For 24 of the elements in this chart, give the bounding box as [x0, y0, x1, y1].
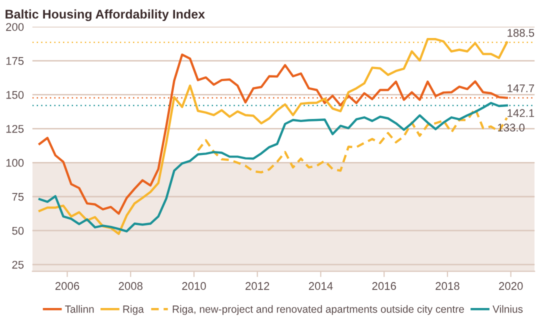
ref-line-label: 147.7: [508, 84, 534, 92]
y-tick-label: 75: [12, 193, 24, 201]
x-tick-label: 2008: [118, 282, 142, 290]
y-tick-label: 175: [6, 57, 24, 65]
chart-title: Baltic Housing Affordability Index: [6, 9, 205, 22]
x-tick-label: 2010: [182, 282, 206, 290]
x-tick-label: 2016: [372, 282, 396, 290]
x-tick-label: 2006: [55, 282, 80, 290]
legend-label: Vilnius: [492, 305, 523, 313]
legend-label: Riga: [123, 305, 144, 315]
y-tick-label: 100: [6, 158, 24, 167]
ref-line-label: 142.1: [508, 109, 534, 117]
x-tick-label: 2014: [308, 282, 333, 290]
legend-label: Riga, new-project and renovated apartments outside city centre: [172, 305, 464, 315]
x-tick-label: 2012: [246, 282, 270, 290]
x-tick-label: 2018: [436, 282, 460, 290]
y-tick-label: 125: [6, 124, 24, 133]
legend-label: Tallinn: [65, 305, 94, 313]
x-tick-label: 2020: [499, 282, 523, 290]
y-tick-label: 25: [12, 260, 24, 269]
y-tick-label: 50: [12, 226, 24, 235]
y-tick-label: 150: [6, 91, 24, 99]
ref-line-label: 188.5: [508, 28, 534, 37]
y-tick-label: 200: [6, 23, 24, 31]
